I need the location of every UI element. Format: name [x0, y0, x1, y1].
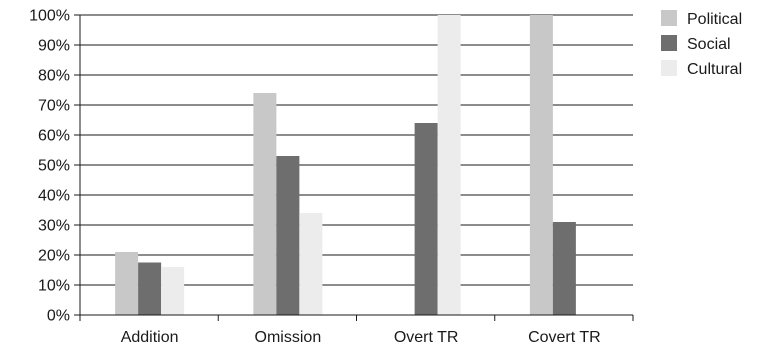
y-tick-label: 50% — [38, 158, 70, 175]
bar-social-covert-tr — [552, 222, 576, 315]
y-tick-label: 20% — [38, 248, 70, 265]
y-axis-ticks: 0% 10% 20% 30% 40% 50% 60% 70% 80% 90% 100% — [29, 8, 70, 325]
x-category-label: Omission — [255, 329, 322, 346]
bar-cultural-overt-tr — [437, 15, 461, 315]
legend-swatch-social — [661, 35, 677, 51]
axes — [79, 15, 634, 321]
bar-political-covert-tr — [529, 15, 553, 315]
x-axis-categories: Addition Omission Overt TR Covert TR — [121, 329, 601, 346]
y-tick-label: 80% — [38, 68, 70, 85]
bar-social-overt-tr — [414, 123, 438, 315]
bar-social-addition — [138, 262, 162, 315]
y-tick-label: 90% — [38, 38, 70, 55]
y-tick-label: 100% — [29, 8, 70, 25]
y-tick-label: 40% — [38, 188, 70, 205]
bar-cultural-omission — [299, 213, 323, 315]
bar-social-omission — [276, 156, 300, 315]
y-tick-label: 10% — [38, 278, 70, 295]
legend-swatch-political — [661, 10, 677, 26]
legend-label-political: Political — [687, 11, 742, 28]
bar-political-omission — [253, 93, 277, 315]
y-tick-label: 60% — [38, 128, 70, 145]
legend-label-cultural: Cultural — [687, 61, 742, 78]
x-category-label: Covert TR — [528, 329, 601, 346]
x-category-label: Addition — [121, 329, 179, 346]
y-tick-label: 0% — [47, 308, 70, 325]
bar-political-addition — [115, 252, 139, 315]
bar-cultural-addition — [161, 267, 185, 315]
y-tick-label: 70% — [38, 98, 70, 115]
legend: Political Social Cultural — [661, 10, 742, 78]
x-category-label: Overt TR — [394, 329, 459, 346]
y-tick-label: 30% — [38, 218, 70, 235]
legend-label-social: Social — [687, 36, 731, 53]
bars — [115, 15, 576, 315]
legend-swatch-cultural — [661, 60, 677, 76]
